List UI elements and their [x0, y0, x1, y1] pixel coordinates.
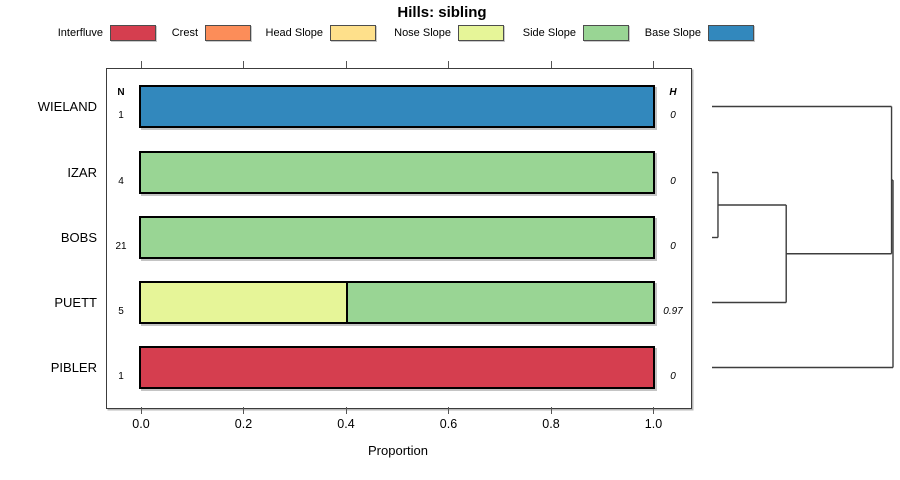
n-value: 5 — [118, 306, 124, 317]
legend-label: Head Slope — [265, 27, 324, 39]
h-column-header: H — [669, 87, 677, 98]
n-value: 4 — [118, 176, 124, 187]
axis-tick — [345, 407, 347, 414]
row-label: WIELAND — [37, 98, 97, 114]
x-tick-label: 0.8 — [542, 417, 560, 431]
n-value: 1 — [118, 371, 124, 382]
row-label: IZAR — [67, 164, 97, 180]
legend-swatch — [708, 25, 754, 41]
legend-label: Base Slope — [644, 27, 701, 39]
legend-label: Side Slope — [522, 27, 576, 39]
x-tick-label: 1.0 — [644, 417, 663, 431]
legend-swatch — [110, 25, 156, 41]
chart-title: Hills: sibling — [397, 4, 487, 21]
x-tick-label: 0.2 — [234, 417, 253, 431]
bar-segment — [141, 283, 346, 322]
bar-segment — [141, 218, 653, 257]
legend-swatch — [330, 25, 376, 41]
axis-tick — [140, 61, 142, 68]
axis-tick — [653, 61, 654, 68]
x-tick-label: 0.0 — [132, 417, 150, 431]
legend-label: Crest — [171, 27, 198, 39]
plot-area-border — [106, 68, 692, 409]
axis-tick — [550, 61, 552, 68]
stacked-bar — [139, 216, 655, 259]
legend-label: Nose Slope — [394, 27, 451, 39]
axis-tick — [448, 61, 449, 68]
row-label: BOBS — [60, 229, 97, 245]
row-label: PUETT — [54, 294, 97, 310]
n-value: 21 — [115, 241, 127, 252]
axis-tick — [140, 407, 142, 414]
bar-segment — [141, 348, 653, 387]
axis-tick — [243, 407, 244, 414]
x-tick-label: 0.4 — [337, 417, 355, 431]
n-value: 1 — [118, 110, 124, 121]
bar-segment — [141, 153, 653, 192]
legend-swatch — [205, 25, 251, 41]
h-value: 0 — [670, 241, 676, 252]
axis-tick — [653, 407, 654, 414]
axis-tick — [448, 407, 449, 414]
legend-swatch — [583, 25, 629, 41]
h-value: 0 — [670, 371, 676, 382]
row-label: PIBLER — [50, 359, 97, 375]
axis-tick — [550, 407, 552, 414]
stacked-bar — [139, 346, 655, 389]
h-value: 0 — [670, 176, 676, 187]
x-axis-title: Proportion — [368, 443, 428, 458]
legend-swatch — [458, 25, 504, 41]
h-value: 0 — [670, 110, 676, 121]
stacked-bar — [139, 85, 655, 128]
bar-segment — [345, 283, 653, 322]
axis-tick — [345, 61, 347, 68]
legend-label: Interfluve — [57, 27, 103, 39]
x-tick-label: 0.6 — [439, 417, 458, 431]
axis-tick — [243, 61, 244, 68]
n-column-header: N — [117, 87, 125, 98]
stacked-bar — [139, 281, 655, 324]
stacked-bar — [139, 151, 655, 194]
bar-segment — [141, 87, 653, 126]
h-value: 0.97 — [663, 306, 683, 317]
